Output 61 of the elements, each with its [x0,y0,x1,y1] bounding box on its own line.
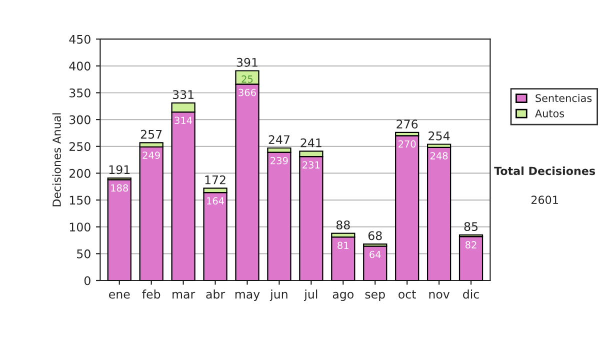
total-label: 247 [268,135,290,144]
y-tick-label: 350 [70,88,90,98]
x-tick-label: nov [429,292,450,299]
x-tick-label: mar [172,292,196,299]
x-tick-label: jun [270,290,288,301]
data-label: 164 [207,197,224,205]
total-label: 257 [140,130,162,139]
total-label: 172 [205,175,226,184]
bar [363,246,388,280]
total-label: 88 [336,220,350,230]
y-axis-title: Decisiones Anual [52,113,61,206]
data-label: 231 [302,161,320,169]
bar [426,146,452,280]
legend-label: Autos [535,110,564,118]
data-label: 249 [142,152,160,159]
data-label: 81 [338,242,348,250]
bar [203,192,228,280]
x-tick-label: dic [463,290,479,299]
x-tick-label: may [235,292,260,301]
x-tick-label: oct [398,290,416,299]
total-label: 254 [428,131,450,140]
data-label: 366 [238,88,256,96]
legend-label: Sentencias [536,94,592,102]
data-label: 239 [270,156,288,164]
y-tick-label: 250 [70,142,90,152]
y-tick-label: 100 [70,222,90,232]
bar [139,146,164,280]
bar [331,236,356,280]
total-label: 68 [368,231,382,240]
total-label: 331 [172,90,194,100]
total-label: 191 [109,165,130,174]
x-tick-label: feb [142,290,160,299]
bar [107,179,132,280]
data-label: 314 [174,116,192,124]
total-label: 391 [236,58,258,67]
y-tick-label: 150 [70,196,90,205]
x-tick-label: jul [304,290,318,301]
data-label: 64 [370,250,381,258]
x-tick-label: abr [206,290,226,299]
x-tick-label: ene [109,292,130,299]
x-tick-label: ago [332,292,354,301]
bar [267,152,292,280]
data-label: 82 [465,241,476,249]
bar [395,135,420,280]
total-label: 241 [300,138,322,148]
total-label: 85 [464,222,478,232]
y-tick-label: 400 [69,62,90,71]
y-tick-label: 450 [69,34,90,44]
y-tick-label: 300 [70,115,90,124]
data-label: 270 [398,140,416,148]
data-label: 25 [242,75,253,83]
x-tick-label: sep [365,292,385,301]
y-tick-label: 200 [70,168,90,178]
y-tick-label: 50 [77,249,90,258]
text: Total Decisiones [494,166,596,176]
text: 2601 [531,196,558,204]
data-label: 188 [111,184,128,192]
data-label: 248 [430,152,448,160]
y-tick-label: 0 [84,276,90,286]
total-label: 276 [396,120,418,129]
bar [458,236,484,280]
